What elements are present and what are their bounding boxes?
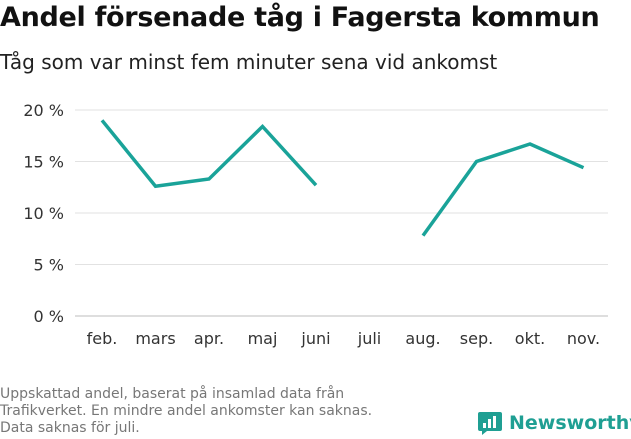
x-tick-label: juli	[357, 329, 381, 348]
x-tick-label: okt.	[515, 329, 545, 348]
chart-subtitle: Tåg som var minst fem minuter sena vid a…	[0, 50, 498, 74]
x-tick-label: juni	[300, 329, 330, 348]
x-tick-label: feb.	[87, 329, 118, 348]
y-tick-label: 5 %	[34, 256, 64, 275]
x-tick-label: aug.	[405, 329, 440, 348]
x-tick-label: maj	[248, 329, 278, 348]
x-tick-label: sep.	[460, 329, 493, 348]
x-axis-ticks: feb. mars apr. maj juni juli aug. sep. okt. nov.	[87, 329, 600, 348]
y-tick-label: 0 %	[34, 307, 64, 326]
brand-name: Newsworthy	[509, 412, 631, 434]
brand-logo: Newsworthy	[477, 409, 631, 437]
footnote-line-3: Data saknas för juli.	[0, 420, 140, 436]
newsworthy-logo-icon	[478, 412, 502, 435]
chart-title: Andel försenade tåg i Fagersta kommun	[0, 2, 600, 33]
x-tick-label: apr.	[194, 329, 224, 348]
y-tick-label: 15 %	[23, 153, 64, 172]
line-chart: 0 % 5 % 10 % 15 % 20 % feb. mars apr. maj juni ju…	[23, 101, 608, 348]
footnote-line-2: Trafikverket. En mindre andel ankomster …	[0, 403, 373, 419]
y-tick-label: 20 %	[23, 101, 64, 120]
footnote-line-1: Uppskattad andel, baserat på insamlad da…	[0, 386, 345, 402]
series-lines	[100, 119, 585, 237]
footnote: Uppskattad andel, baserat på insamlad da…	[0, 386, 440, 437]
x-tick-label: nov.	[567, 329, 600, 348]
series-line-segment	[421, 142, 585, 237]
series-line-segment	[100, 119, 318, 189]
grid-lines	[75, 109, 608, 317]
y-tick-label: 10 %	[23, 204, 64, 223]
x-tick-label: mars	[135, 329, 175, 348]
y-axis-ticks: 0 % 5 % 10 % 15 % 20 %	[23, 101, 64, 326]
